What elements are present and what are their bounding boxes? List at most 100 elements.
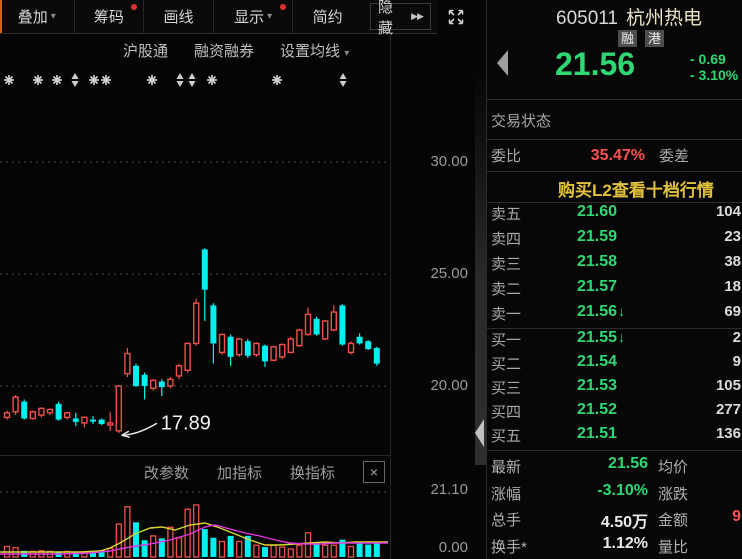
- weibi-row: 委比 35.47% 委差: [491, 140, 739, 171]
- stat-value: 4.50万: [600, 514, 648, 532]
- down-arrow-icon: ↓: [618, 329, 625, 345]
- kline-svg: 17.89: [0, 73, 390, 438]
- fullscreen-icon: [448, 9, 464, 25]
- volume-svg: [0, 491, 390, 558]
- ask-row-3[interactable]: 卖三 21.58 38: [487, 253, 742, 278]
- quote-panel: 605011 杭州热电 融 港 21.56 - 0.69 - 3.10% 交易状态…: [486, 0, 742, 559]
- stat-row-1: 最新 21.56 均价: [487, 452, 742, 479]
- last-price: 21.56: [555, 46, 636, 82]
- bid-row-3[interactable]: 买三 21.53 105: [487, 377, 742, 401]
- ask-row-4[interactable]: 卖二 21.57 18: [487, 278, 742, 303]
- ask-row-2[interactable]: 卖四 21.59 23: [487, 228, 742, 253]
- display-label: 显示: [234, 9, 265, 26]
- weibi-value: 35.47%: [590, 146, 645, 164]
- stat-value-2: 9: [732, 508, 741, 526]
- level-label: 卖三: [491, 256, 522, 273]
- stock-code: 605011: [556, 8, 618, 29]
- bid-row-2[interactable]: 买二 21.54 9: [487, 353, 742, 377]
- scrollbar-track[interactable]: [475, 66, 486, 465]
- ask-row-5[interactable]: 卖一 21.56 ↓ 69: [487, 303, 742, 328]
- kline-chart[interactable]: 17.89: [0, 66, 390, 455]
- hide-panel-label: 隐藏: [378, 0, 394, 37]
- caret-down-icon: ▾: [267, 11, 273, 22]
- weibi-label: 委比: [491, 148, 522, 165]
- switch-indicator-button[interactable]: 换指标: [289, 464, 335, 482]
- l2-purchase-link[interactable]: 购买L2查看十档行情: [558, 176, 714, 203]
- ask-row-1[interactable]: 卖五 21.60 104: [487, 203, 742, 228]
- event-star-icon: [4, 75, 14, 85]
- panel-collapse-handle[interactable]: [475, 419, 484, 447]
- level-price: 21.51: [576, 425, 617, 442]
- axis-divider: [390, 34, 391, 559]
- toolbar: 叠加 ▾ 筹码 画线 显示 ▾ 简约 隐藏 ▶▶: [0, 0, 437, 37]
- subnav-ma-settings[interactable]: 设置均线 ▾: [280, 42, 350, 60]
- event-star-icon: [207, 75, 217, 85]
- l2-promo-row: 购买L2查看十档行情: [487, 172, 742, 203]
- level-price: 21.55: [576, 329, 617, 346]
- level-label: 买二: [491, 356, 522, 373]
- overlay-label: 叠加: [17, 9, 48, 26]
- level-volume: 136: [715, 425, 741, 442]
- chips-button[interactable]: 筹码: [75, 0, 145, 33]
- level-label: 买四: [491, 404, 522, 421]
- level-price: 21.53: [576, 377, 617, 394]
- add-indicator-button[interactable]: 加指标: [216, 464, 262, 482]
- level-volume: 9: [732, 353, 741, 370]
- back-arrow-icon[interactable]: [497, 50, 508, 76]
- fullscreen-button[interactable]: [444, 5, 468, 29]
- level-volume: 18: [724, 278, 741, 295]
- draw-line-button[interactable]: 画线: [144, 0, 214, 33]
- change-percent: - 3.10%: [690, 67, 739, 83]
- stat-row-3: 总手 4.50万 金额 9: [487, 505, 742, 532]
- weicha-label: 委差: [659, 148, 690, 165]
- trade-status-row: 交易状态: [491, 101, 551, 139]
- chips-label: 筹码: [93, 9, 124, 26]
- display-button[interactable]: 显示 ▾: [214, 0, 294, 33]
- draw-line-label: 画线: [163, 9, 194, 26]
- stock-header: 605011 杭州热电: [556, 3, 702, 30]
- subnav-margin-trading[interactable]: 融资融券: [194, 42, 255, 60]
- accent-stripe: [0, 0, 2, 33]
- change-params-button[interactable]: 改参数: [143, 464, 189, 482]
- caret-down-icon: ▾: [344, 47, 350, 59]
- level-price: 21.59: [576, 228, 617, 245]
- stats-block: 最新 21.56 均价 涨幅 -3.10% 涨跌 总手 4.50万 金额 9 换手* 1.12% 量比: [487, 452, 742, 559]
- simple-mode-label: 简约: [312, 9, 343, 26]
- y-tick-20: 20.00: [430, 377, 468, 394]
- event-updown-icon: [176, 73, 184, 87]
- level-label: 卖二: [491, 281, 522, 298]
- bid-row-5[interactable]: 买五 21.51 136: [487, 425, 742, 449]
- level-price: 21.54: [576, 353, 617, 370]
- event-star-icon: [89, 75, 99, 85]
- stat-label: 涨幅: [491, 485, 522, 503]
- price-change: - 0.69 - 3.10%: [690, 51, 738, 83]
- simple-mode-button[interactable]: 简约: [293, 0, 362, 33]
- red-dot-badge: [131, 4, 138, 10]
- down-arrow-icon: ↓: [618, 303, 625, 319]
- subnav-hu-stock-connect[interactable]: 沪股通: [123, 42, 169, 60]
- level-label: 卖四: [491, 231, 522, 248]
- hide-panel-button[interactable]: 隐藏 ▶▶: [370, 0, 431, 37]
- volume-chart[interactable]: [0, 490, 390, 559]
- close-indicator-button[interactable]: ×: [363, 461, 385, 483]
- stat-label-2: 均价: [658, 459, 689, 476]
- bid-row-1[interactable]: 买一 21.55 ↓ 2: [487, 329, 742, 353]
- level-volume: 2: [732, 329, 741, 346]
- red-dot-badge: [280, 4, 287, 10]
- event-updown-icon: [71, 73, 79, 87]
- event-star-icon: [52, 75, 62, 85]
- y-tick-30: 30.00: [430, 153, 468, 170]
- stat-label: 总手: [491, 512, 522, 530]
- bid-row-4[interactable]: 买四 21.52 277: [487, 401, 742, 425]
- level-price: 21.56: [576, 303, 617, 320]
- level-label: 卖五: [491, 206, 522, 223]
- stock-badges: 融 港: [618, 30, 665, 47]
- level-price: 21.60: [576, 203, 617, 220]
- level-volume: 104: [715, 203, 741, 220]
- overlay-button[interactable]: 叠加 ▾: [0, 0, 75, 33]
- level-price: 21.52: [576, 401, 617, 418]
- close-icon: ×: [369, 464, 379, 480]
- event-star-icon: [147, 75, 157, 85]
- double-chevron-right-icon: ▶▶: [411, 11, 424, 21]
